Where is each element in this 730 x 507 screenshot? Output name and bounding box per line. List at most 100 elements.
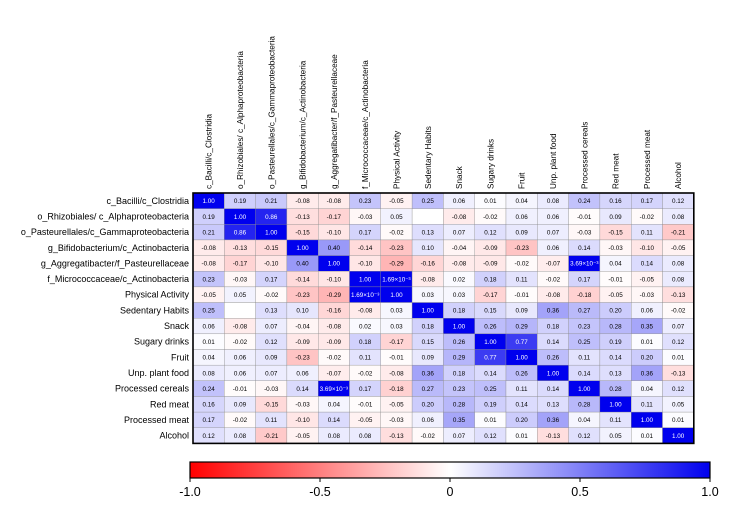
cell-value: -0.02 — [264, 292, 279, 299]
cell-value: 0.25 — [484, 386, 497, 393]
cell-value: -0.07 — [327, 370, 342, 377]
cell-value: -0.08 — [233, 323, 248, 330]
cell-value: -0.03 — [264, 386, 279, 393]
cell-value: -0.08 — [327, 198, 342, 205]
cell-value: 0.11 — [265, 417, 277, 424]
cell-value: 0.18 — [453, 370, 466, 377]
cell-value: -0.05 — [640, 276, 655, 283]
cell-value: 0.16 — [203, 402, 216, 409]
cell-value: 0.04 — [203, 355, 216, 362]
cell-value: -0.09 — [483, 261, 498, 268]
cell-value: 0.35 — [453, 417, 466, 424]
column-label: Red meat — [612, 153, 621, 189]
column-label: Sedentary Habits — [424, 126, 433, 189]
cell-value: 0.17 — [641, 198, 654, 205]
cell-value: 0.25 — [578, 339, 591, 346]
cell-value: -0.02 — [514, 261, 529, 268]
cell-value: 0.05 — [390, 214, 403, 221]
cell-value: 0.06 — [422, 417, 435, 424]
cell-value: -0.01 — [514, 292, 529, 299]
cell-value: -0.01 — [577, 214, 592, 221]
heatmap-frame — [192, 192, 695, 445]
cell-value: -0.10 — [327, 276, 342, 283]
cell-value: -0.15 — [264, 245, 279, 252]
cell-value: 0.06 — [234, 355, 247, 362]
cell-value: 0.09 — [265, 355, 278, 362]
cell-value: 0.08 — [203, 370, 216, 377]
colorbar-tick-label: -0.5 — [309, 485, 331, 499]
cell-value: 1.00 — [516, 355, 529, 362]
cell-value: 0.11 — [516, 386, 528, 393]
column-label: Alcohol — [674, 162, 683, 189]
cell-value: 0.06 — [547, 245, 560, 252]
cell-value: 0.07 — [265, 323, 278, 330]
cell-value: 0.11 — [359, 355, 371, 362]
cell-value: 0.10 — [422, 245, 435, 252]
cell-value: -0.13 — [671, 292, 686, 299]
cell-value: 0.11 — [610, 417, 622, 424]
cell-value: 0.16 — [609, 198, 622, 205]
cell-value: 0.01 — [484, 417, 497, 424]
cell-value: 0.28 — [453, 402, 466, 409]
cell-value: 0.18 — [422, 323, 435, 330]
cell-value: 0.09 — [422, 355, 435, 362]
cell-value: -0.02 — [233, 417, 248, 424]
cell-value: -0.15 — [295, 229, 310, 236]
cell-value: 0.12 — [672, 198, 685, 205]
cell-value: 0.28 — [609, 386, 622, 393]
cell-value: -0.04 — [452, 245, 467, 252]
cell-value: -0.13 — [546, 433, 561, 440]
cell-value: -0.08 — [201, 261, 216, 268]
cell-value: -0.13 — [671, 370, 686, 377]
cell-value: -0.09 — [327, 339, 342, 346]
cell-value: -0.23 — [295, 355, 310, 362]
cell-value: 0.12 — [203, 433, 216, 440]
cell-value: 0.06 — [516, 214, 529, 221]
cell-value: 0.15 — [484, 308, 497, 315]
column-label: Processed meat — [643, 129, 652, 189]
cell-value: -0.18 — [577, 292, 592, 299]
cell-value: -0.03 — [640, 292, 655, 299]
cell-value: 0.12 — [672, 339, 685, 346]
heatmap-cell — [224, 302, 256, 319]
cell-value: 0.01 — [516, 433, 529, 440]
row-label: Sedentary Habits — [120, 305, 190, 315]
cell-value: 0.01 — [484, 198, 497, 205]
cell-value: 1.00 — [641, 417, 654, 424]
cell-value: -0.03 — [233, 276, 248, 283]
cell-value: -0.01 — [358, 402, 373, 409]
cell-value: 0.14 — [547, 339, 560, 346]
cell-value: 0.35 — [641, 323, 654, 330]
cell-value: 0.13 — [547, 402, 560, 409]
cell-value: -0.04 — [295, 323, 310, 330]
cell-value: -0.16 — [421, 261, 436, 268]
colorbar-tick-label: 1.0 — [701, 485, 718, 499]
cell-value: 0.02 — [453, 276, 466, 283]
cell-value: 3.69×10⁻³ — [320, 386, 348, 393]
column-label: Processed cereals — [580, 122, 589, 189]
cell-value: -0.05 — [201, 292, 216, 299]
row-label: Snack — [164, 321, 190, 331]
cell-value: 1.69×10⁻³ — [351, 292, 379, 299]
cell-value: -0.08 — [327, 323, 342, 330]
cell-value: -0.05 — [389, 402, 404, 409]
cell-value: 0.20 — [422, 402, 435, 409]
cell-value: -0.23 — [514, 245, 529, 252]
cell-value: -0.05 — [358, 417, 373, 424]
cell-value: 0.06 — [547, 214, 560, 221]
cell-value: 0.13 — [609, 370, 622, 377]
cell-value: 0.11 — [516, 276, 528, 283]
cell-value: 0.17 — [203, 417, 216, 424]
cell-value: -0.10 — [327, 229, 342, 236]
cell-value: -0.09 — [483, 245, 498, 252]
cell-value: -0.03 — [358, 214, 373, 221]
cell-value: 0.05 — [234, 292, 247, 299]
cell-value: 3.69×10⁻³ — [570, 261, 598, 268]
cell-value: 1.00 — [578, 386, 591, 393]
cell-value: 0.26 — [547, 355, 560, 362]
cell-value: -0.09 — [295, 339, 310, 346]
cell-value: -0.13 — [233, 245, 248, 252]
column-label: g_Bifidobacterium/c_Actinobacteria — [299, 60, 308, 189]
cell-value: 0.19 — [484, 402, 497, 409]
